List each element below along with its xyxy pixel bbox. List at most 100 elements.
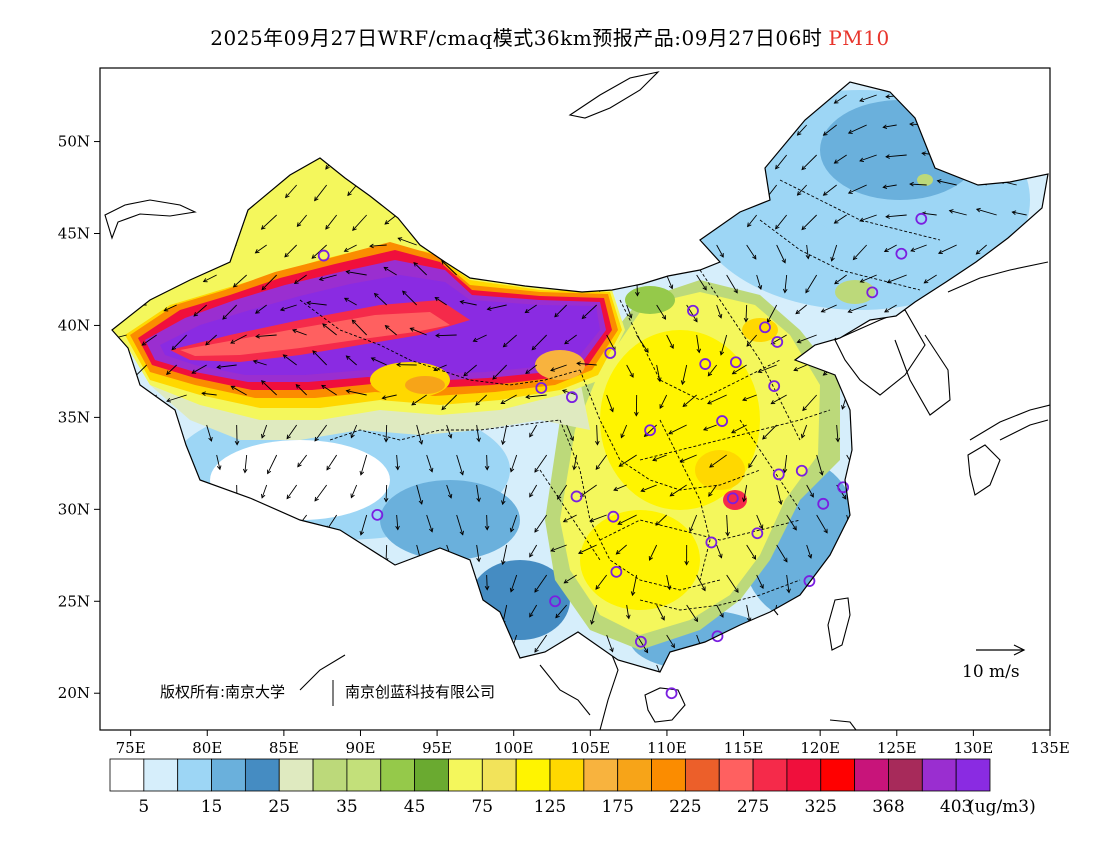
wind-vector	[325, 214, 338, 230]
wind-vector	[286, 424, 298, 440]
wind-vector	[350, 484, 358, 499]
wind-vector	[816, 514, 828, 534]
city-marker	[610, 565, 623, 578]
wind-vector	[350, 424, 358, 439]
wind-vector	[446, 424, 453, 439]
legend-swatch	[820, 758, 856, 792]
legend-swatch	[346, 758, 382, 792]
wind-vector	[762, 424, 777, 440]
wind-vector	[484, 454, 490, 471]
wind-vector	[486, 304, 507, 311]
legend-swatch	[651, 758, 686, 792]
wind-vector	[640, 484, 657, 493]
wind-vector	[261, 274, 277, 291]
city-marker	[895, 247, 908, 260]
legend-swatch	[177, 758, 212, 792]
wind-vector	[369, 243, 387, 249]
legend-label: 5	[138, 797, 149, 817]
wind-vector	[679, 454, 697, 463]
wind-vector	[456, 454, 464, 476]
wind-vector	[656, 364, 662, 383]
wind-vector	[529, 544, 538, 558]
city-marker	[768, 380, 781, 393]
wind-vector	[909, 181, 927, 187]
wind-vector	[746, 244, 757, 260]
city-marker	[317, 249, 330, 262]
wind-vector	[923, 274, 937, 284]
wind-vector	[411, 394, 427, 406]
wind-vector	[910, 244, 927, 252]
wind-vector	[572, 454, 578, 471]
city-marker	[772, 468, 785, 481]
wind-vector	[529, 604, 538, 618]
wind-vector	[680, 364, 688, 386]
wind-vector	[859, 274, 877, 283]
lon-tick-label: 75E	[116, 739, 146, 757]
wind-vector	[230, 334, 247, 344]
wind-vector	[216, 454, 222, 471]
wind-vector	[822, 124, 837, 136]
wind-vector	[252, 359, 267, 366]
lat-tick-label: 40N	[58, 316, 90, 334]
lon-tick-label: 80E	[192, 739, 222, 757]
wind-vector	[617, 514, 637, 525]
wind-vector	[800, 424, 808, 439]
city-marker	[644, 424, 656, 437]
legend-label: 325	[805, 797, 837, 817]
wind-vector	[668, 424, 687, 435]
wind-vector	[472, 334, 487, 342]
wind-vector	[716, 244, 724, 258]
wind-vector	[656, 604, 665, 621]
legend-unit: (ug/m3)	[968, 797, 1036, 817]
color-legend: 5 15 25 35 45 75 125 175 225 275 325 368 403	[109, 758, 991, 817]
wind-vector	[359, 514, 368, 536]
wind-vector	[595, 424, 600, 446]
legend-label: 35	[336, 797, 358, 817]
wind-vector	[669, 484, 687, 497]
wind-vector	[463, 364, 477, 377]
legend-swatch	[921, 758, 957, 792]
wind-vector	[884, 304, 897, 313]
wind-vector	[656, 664, 664, 672]
wind-vector	[534, 454, 548, 473]
wind-vector	[885, 214, 907, 219]
wind-vector	[776, 544, 788, 563]
wind-vector	[416, 424, 424, 445]
lat-tick-label: 50N	[58, 133, 90, 151]
lat-tick-label: 45N	[58, 225, 90, 243]
wind-vector	[260, 380, 277, 396]
legend-swatch	[786, 758, 822, 792]
legend-label: 403	[940, 797, 972, 817]
wind-vector	[232, 274, 247, 288]
lon-tick-label: 90E	[345, 739, 375, 757]
wind-vector	[696, 274, 707, 291]
wind-vector	[396, 362, 417, 368]
wind-vector	[626, 604, 631, 620]
wind-vector	[666, 274, 674, 290]
legend-swatch	[515, 758, 551, 792]
lat-axis: 20N 25N 30N 35N 40N 45N 50N	[58, 133, 100, 702]
wind-vector	[255, 304, 267, 314]
wind-vector	[630, 574, 638, 597]
city-marker	[866, 286, 879, 299]
city-marker	[699, 358, 712, 370]
copyright-left: 版权所有:南京大学	[160, 683, 285, 701]
wind-vector	[446, 484, 453, 499]
legend-swatch	[312, 758, 348, 792]
wind-vector	[163, 304, 177, 312]
wind-vector	[441, 394, 457, 411]
wind-vector	[747, 214, 758, 228]
city-marker	[817, 497, 830, 510]
wind-vector	[525, 394, 547, 400]
lon-tick-label: 110E	[647, 739, 687, 757]
wind-vector	[314, 484, 328, 502]
legend-swatch	[278, 758, 314, 792]
legend-label: 225	[669, 797, 701, 817]
wind-vector	[743, 304, 749, 323]
legend-label: 15	[201, 797, 223, 817]
wind-vector	[435, 333, 457, 338]
wind-vector	[806, 544, 813, 559]
wind-vector	[796, 124, 807, 136]
wind-vector	[742, 484, 748, 503]
wind-vector	[255, 333, 277, 339]
